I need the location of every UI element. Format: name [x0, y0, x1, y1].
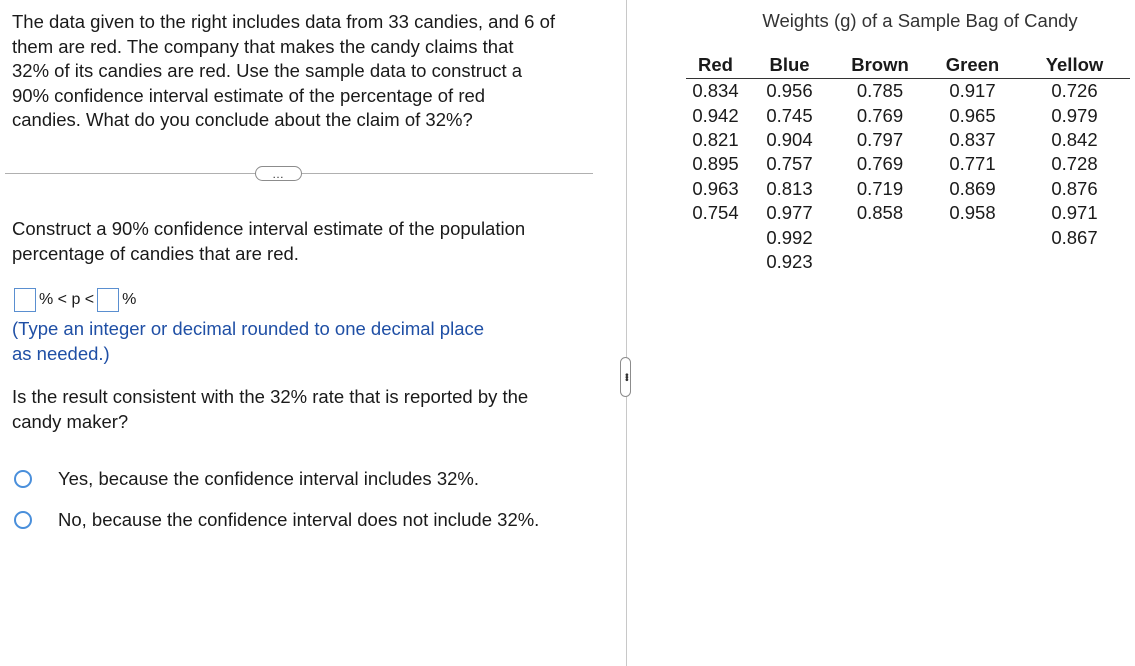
- table-cell: 0.965: [949, 104, 996, 126]
- expand-divider-button[interactable]: …: [255, 166, 302, 181]
- table-cell: 0.771: [949, 153, 996, 175]
- table-cell: [834, 225, 926, 249]
- table-cell: [926, 250, 1019, 274]
- option-no-label: No, because the confidence interval does…: [58, 509, 540, 530]
- table-cell: 0.867: [1051, 226, 1098, 248]
- header-brown: Brown: [834, 52, 926, 79]
- table-cell: 0.797: [856, 128, 904, 150]
- construct-prompt: Construct a 90% confidence interval esti…: [12, 218, 526, 264]
- table-cell: 0.904: [766, 128, 813, 150]
- table-cell: 0.769: [856, 104, 904, 126]
- consistency-question: Is the result consistent with the 32% ra…: [12, 386, 529, 432]
- table-cell: 0.842: [1051, 128, 1098, 150]
- header-green: Green: [926, 52, 1019, 79]
- table-cell: 0.917: [949, 80, 996, 102]
- question-panel: The data given to the right includes dat…: [5, 11, 593, 532]
- percent-label: %: [122, 291, 137, 308]
- table-row: 0.942 0.745 0.769 0.965 0.979: [686, 103, 1130, 127]
- header-yellow: Yellow: [1019, 52, 1130, 79]
- table-row: 0.754 0.977 0.858 0.958 0.971: [686, 201, 1130, 225]
- upper-bound-input[interactable]: [97, 288, 120, 312]
- header-red: Red: [686, 52, 745, 79]
- between-label: % < p <: [39, 291, 95, 308]
- table-row: 0.923: [686, 250, 1130, 274]
- table-cell: 0.813: [766, 177, 813, 199]
- table-row: 0.963 0.813 0.719 0.869 0.876: [686, 177, 1130, 201]
- option-no[interactable]: No, because the confidence interval does…: [14, 508, 539, 532]
- header-blue: Blue: [745, 52, 834, 79]
- table-title: Weights (g) of a Sample Bag of Candy: [762, 10, 1078, 31]
- option-yes[interactable]: Yes, because the confidence interval inc…: [14, 467, 479, 491]
- handle-dots-icon: •••: [620, 373, 632, 381]
- table-row: 0.895 0.757 0.769 0.771 0.728: [686, 152, 1130, 176]
- table-cell: 0.963: [692, 177, 739, 199]
- table-cell: [834, 250, 926, 274]
- table-cell: 0.895: [692, 153, 739, 175]
- table-row: 0.834 0.956 0.785 0.917 0.726: [686, 79, 1130, 104]
- more-dots-icon: …: [272, 166, 285, 181]
- table-cell: 0.719: [856, 177, 904, 199]
- table-cell: 0.942: [692, 104, 739, 126]
- table-cell: [926, 225, 1019, 249]
- table-cell: 0.834: [692, 80, 739, 102]
- candy-weights-table: Red Blue Brown Green Yellow 0.834 0.956 0.…: [686, 52, 1130, 274]
- table-cell: 0.956: [766, 80, 813, 102]
- option-yes-radio[interactable]: [14, 470, 32, 488]
- data-panel: Weights (g) of a Sample Bag of Candy Red…: [630, 0, 1135, 666]
- question-text: The data given to the right includes dat…: [12, 11, 556, 130]
- confidence-interval-answer: % < p < %: [14, 287, 139, 313]
- table-cell: 0.726: [1051, 80, 1098, 102]
- table-cell: 0.757: [766, 153, 813, 175]
- table-cell: 0.728: [1051, 153, 1098, 175]
- table-cell: 0.979: [1051, 104, 1098, 126]
- table-row: 0.821 0.904 0.797 0.837 0.842: [686, 128, 1130, 152]
- table-cell: [686, 225, 745, 249]
- table-cell: 0.754: [692, 202, 739, 224]
- option-yes-label: Yes, because the confidence interval inc…: [58, 468, 479, 489]
- table-cell: 0.977: [766, 202, 813, 224]
- table-cell: 0.971: [1051, 202, 1098, 224]
- table-cell: [686, 250, 745, 274]
- table-cell: 0.837: [949, 128, 996, 150]
- table-cell: 0.745: [766, 104, 813, 126]
- table-cell: 0.785: [856, 80, 904, 102]
- table-cell: [1019, 250, 1130, 274]
- table-cell: 0.992: [766, 226, 813, 248]
- table-cell: 0.821: [692, 128, 739, 150]
- table-header-row: Red Blue Brown Green Yellow: [686, 52, 1130, 79]
- lower-bound-input[interactable]: [14, 288, 36, 312]
- option-no-radio[interactable]: [14, 511, 32, 529]
- rounding-hint: (Type an integer or decimal rounded to o…: [12, 318, 485, 364]
- resize-panel-handle[interactable]: •••: [620, 357, 632, 397]
- table-cell: 0.876: [1051, 177, 1098, 199]
- table-cell: 0.858: [856, 202, 904, 224]
- table-cell: 0.869: [949, 177, 996, 199]
- table-cell: 0.769: [856, 153, 904, 175]
- table-cell: 0.958: [949, 202, 996, 224]
- table-cell: 0.923: [766, 250, 813, 272]
- vertical-divider: [626, 0, 627, 666]
- table-row: 0.992 0.867: [686, 225, 1130, 249]
